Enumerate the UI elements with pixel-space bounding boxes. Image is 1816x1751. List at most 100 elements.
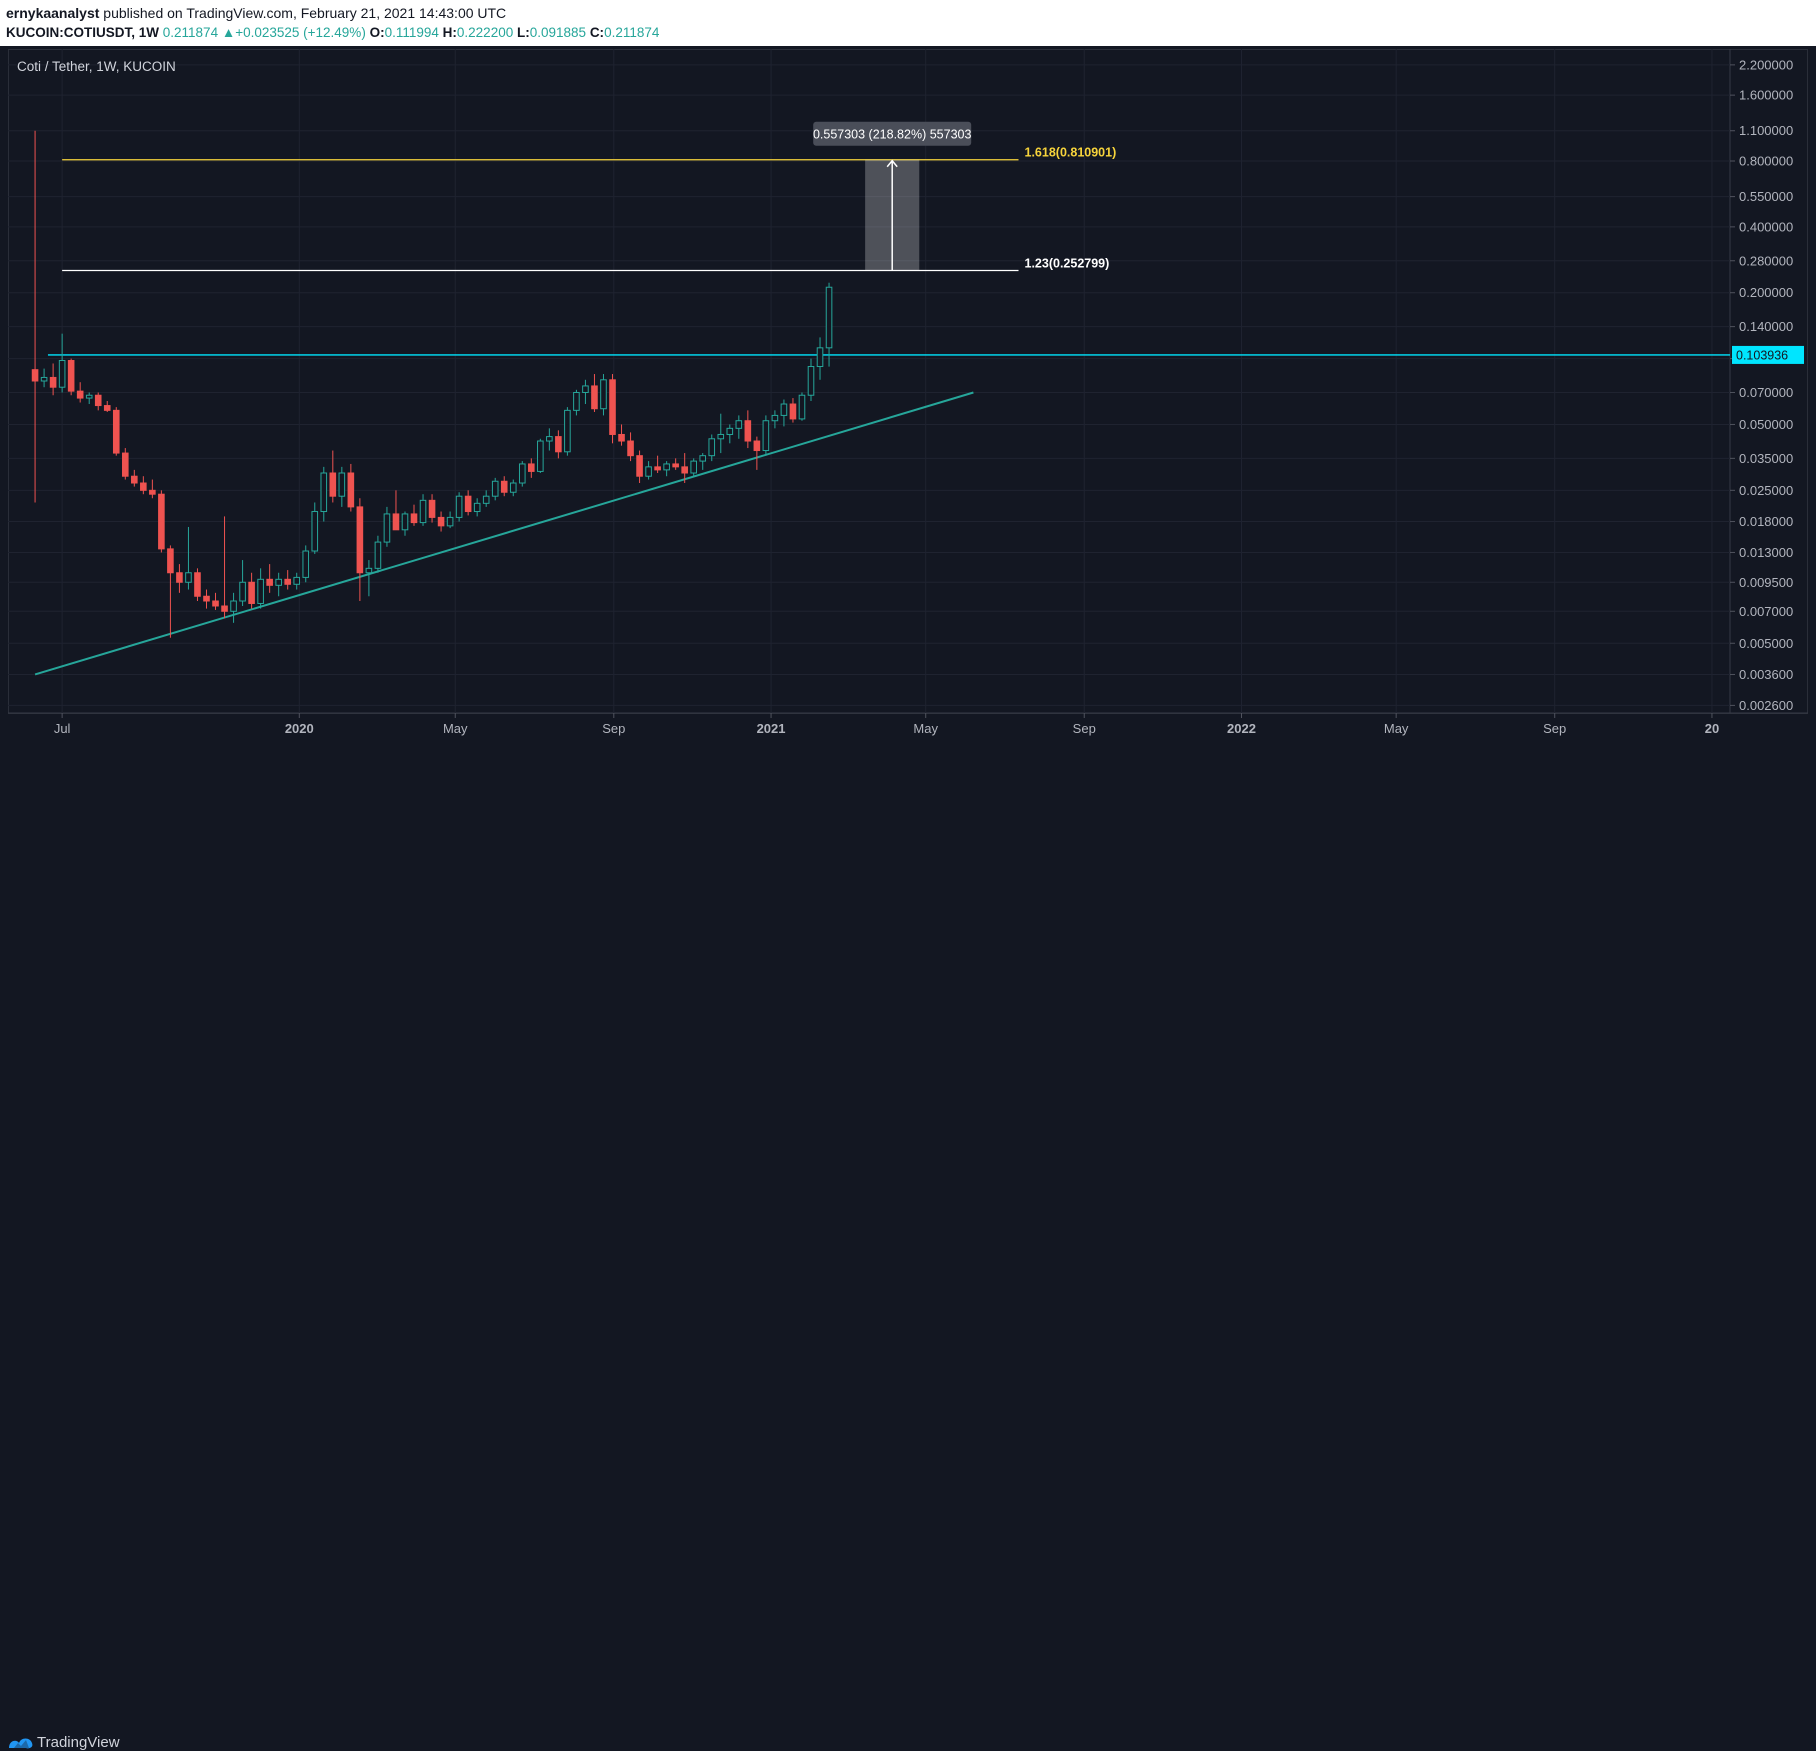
- candle[interactable]: [94, 392, 102, 411]
- candle[interactable]: [555, 430, 562, 459]
- candle[interactable]: [798, 392, 806, 421]
- candle[interactable]: [482, 490, 490, 507]
- candle[interactable]: [672, 458, 679, 470]
- candle[interactable]: [266, 564, 273, 593]
- candle[interactable]: [500, 476, 508, 497]
- candle[interactable]: [627, 432, 634, 462]
- candle[interactable]: [681, 453, 688, 484]
- candle[interactable]: [528, 458, 535, 478]
- candle[interactable]: [735, 415, 743, 439]
- candle[interactable]: [537, 438, 544, 473]
- candle[interactable]: [320, 466, 328, 522]
- candle[interactable]: [302, 545, 310, 583]
- candle[interactable]: [221, 516, 228, 619]
- candle[interactable]: [564, 407, 571, 456]
- candle[interactable]: [780, 399, 788, 427]
- candle[interactable]: [374, 535, 382, 573]
- candle[interactable]: [212, 592, 219, 610]
- candle[interactable]: [121, 448, 129, 480]
- candlestick-chart[interactable]: Coti / Tether, 1W, KUCOIN 1.23(0.252799)…: [8, 49, 1808, 859]
- candle[interactable]: [645, 461, 652, 480]
- candle[interactable]: [67, 358, 75, 396]
- candle[interactable]: [338, 466, 346, 507]
- candle[interactable]: [140, 476, 147, 495]
- candle[interactable]: [158, 490, 165, 553]
- author-name[interactable]: ernykaanalyst: [6, 5, 100, 21]
- candle[interactable]: [744, 410, 752, 449]
- candle[interactable]: [275, 572, 282, 597]
- candle[interactable]: [600, 374, 607, 416]
- candle[interactable]: [618, 424, 625, 446]
- candle[interactable]: [194, 568, 201, 602]
- candle[interactable]: [762, 415, 770, 456]
- candle[interactable]: [636, 450, 643, 484]
- price-axis[interactable]: 2.200000 1.600000 1.100000 0.800000 0.550000…: [1730, 57, 1804, 713]
- candle[interactable]: [771, 410, 779, 429]
- candle[interactable]: [699, 453, 707, 470]
- candle[interactable]: [230, 592, 237, 623]
- candle[interactable]: [131, 469, 138, 487]
- candle[interactable]: [49, 363, 57, 396]
- current-line-price-tag[interactable]: 0.103936: [1732, 345, 1804, 364]
- candle[interactable]: [31, 130, 39, 503]
- candle[interactable]: [455, 492, 463, 522]
- candle[interactable]: [473, 498, 481, 517]
- candle[interactable]: [609, 374, 616, 444]
- candle[interactable]: [509, 479, 517, 497]
- candle[interactable]: [112, 407, 120, 456]
- candle[interactable]: [654, 455, 661, 473]
- candle[interactable]: [428, 494, 436, 523]
- candle[interactable]: [293, 572, 301, 590]
- candle[interactable]: [410, 504, 418, 526]
- candle[interactable]: [717, 413, 725, 454]
- tradingview-logo[interactable]: TradingView: [8, 1734, 120, 1751]
- candle[interactable]: [383, 506, 391, 547]
- candle[interactable]: [708, 434, 716, 462]
- candle[interactable]: [825, 282, 833, 367]
- chart-area[interactable]: Coti / Tether, 1W, KUCOIN 1.23(0.252799)…: [8, 49, 1808, 864]
- time-axis[interactable]: Jul 2020 May Sep 2021 May Sep 2022 May Sep 20: [54, 713, 1719, 736]
- candle[interactable]: [239, 560, 246, 607]
- candle[interactable]: [753, 436, 761, 470]
- candle[interactable]: [591, 374, 598, 413]
- candle[interactable]: [284, 570, 291, 590]
- drawing-labels[interactable]: 1.23(0.252799) 1.618(0.810901) 0.557303 (2…: [813, 121, 1116, 271]
- candle[interactable]: [726, 424, 734, 444]
- candle[interactable]: [248, 572, 255, 609]
- candle[interactable]: [816, 337, 824, 380]
- candle[interactable]: [546, 428, 553, 451]
- candle[interactable]: [185, 526, 192, 590]
- candle[interactable]: [464, 490, 472, 516]
- candle[interactable]: [419, 494, 427, 526]
- candle[interactable]: [573, 389, 580, 416]
- candle[interactable]: [347, 463, 355, 512]
- candle[interactable]: [392, 490, 400, 531]
- candle[interactable]: [149, 479, 156, 499]
- candle[interactable]: [582, 379, 589, 405]
- candle[interactable]: [437, 511, 445, 532]
- candle[interactable]: [58, 333, 66, 393]
- candle[interactable]: [203, 589, 210, 609]
- candle[interactable]: [176, 564, 183, 593]
- candle[interactable]: [789, 398, 797, 423]
- candle[interactable]: [85, 392, 93, 405]
- trendline[interactable]: [34, 391, 974, 676]
- candle[interactable]: [491, 477, 499, 501]
- drawings[interactable]: [34, 159, 1730, 676]
- candle[interactable]: [365, 560, 373, 597]
- candle[interactable]: [167, 545, 174, 638]
- candle[interactable]: [807, 358, 815, 402]
- candle[interactable]: [40, 368, 48, 388]
- candle[interactable]: [329, 450, 337, 503]
- candle[interactable]: [663, 461, 670, 477]
- candles[interactable]: [31, 130, 833, 638]
- candle[interactable]: [690, 458, 698, 477]
- candle[interactable]: [446, 511, 454, 529]
- candle[interactable]: [356, 498, 364, 602]
- candle[interactable]: [76, 382, 84, 403]
- candle[interactable]: [401, 511, 409, 536]
- candle[interactable]: [257, 568, 264, 609]
- candle[interactable]: [103, 401, 111, 413]
- candle[interactable]: [518, 461, 526, 487]
- candle[interactable]: [311, 502, 319, 554]
